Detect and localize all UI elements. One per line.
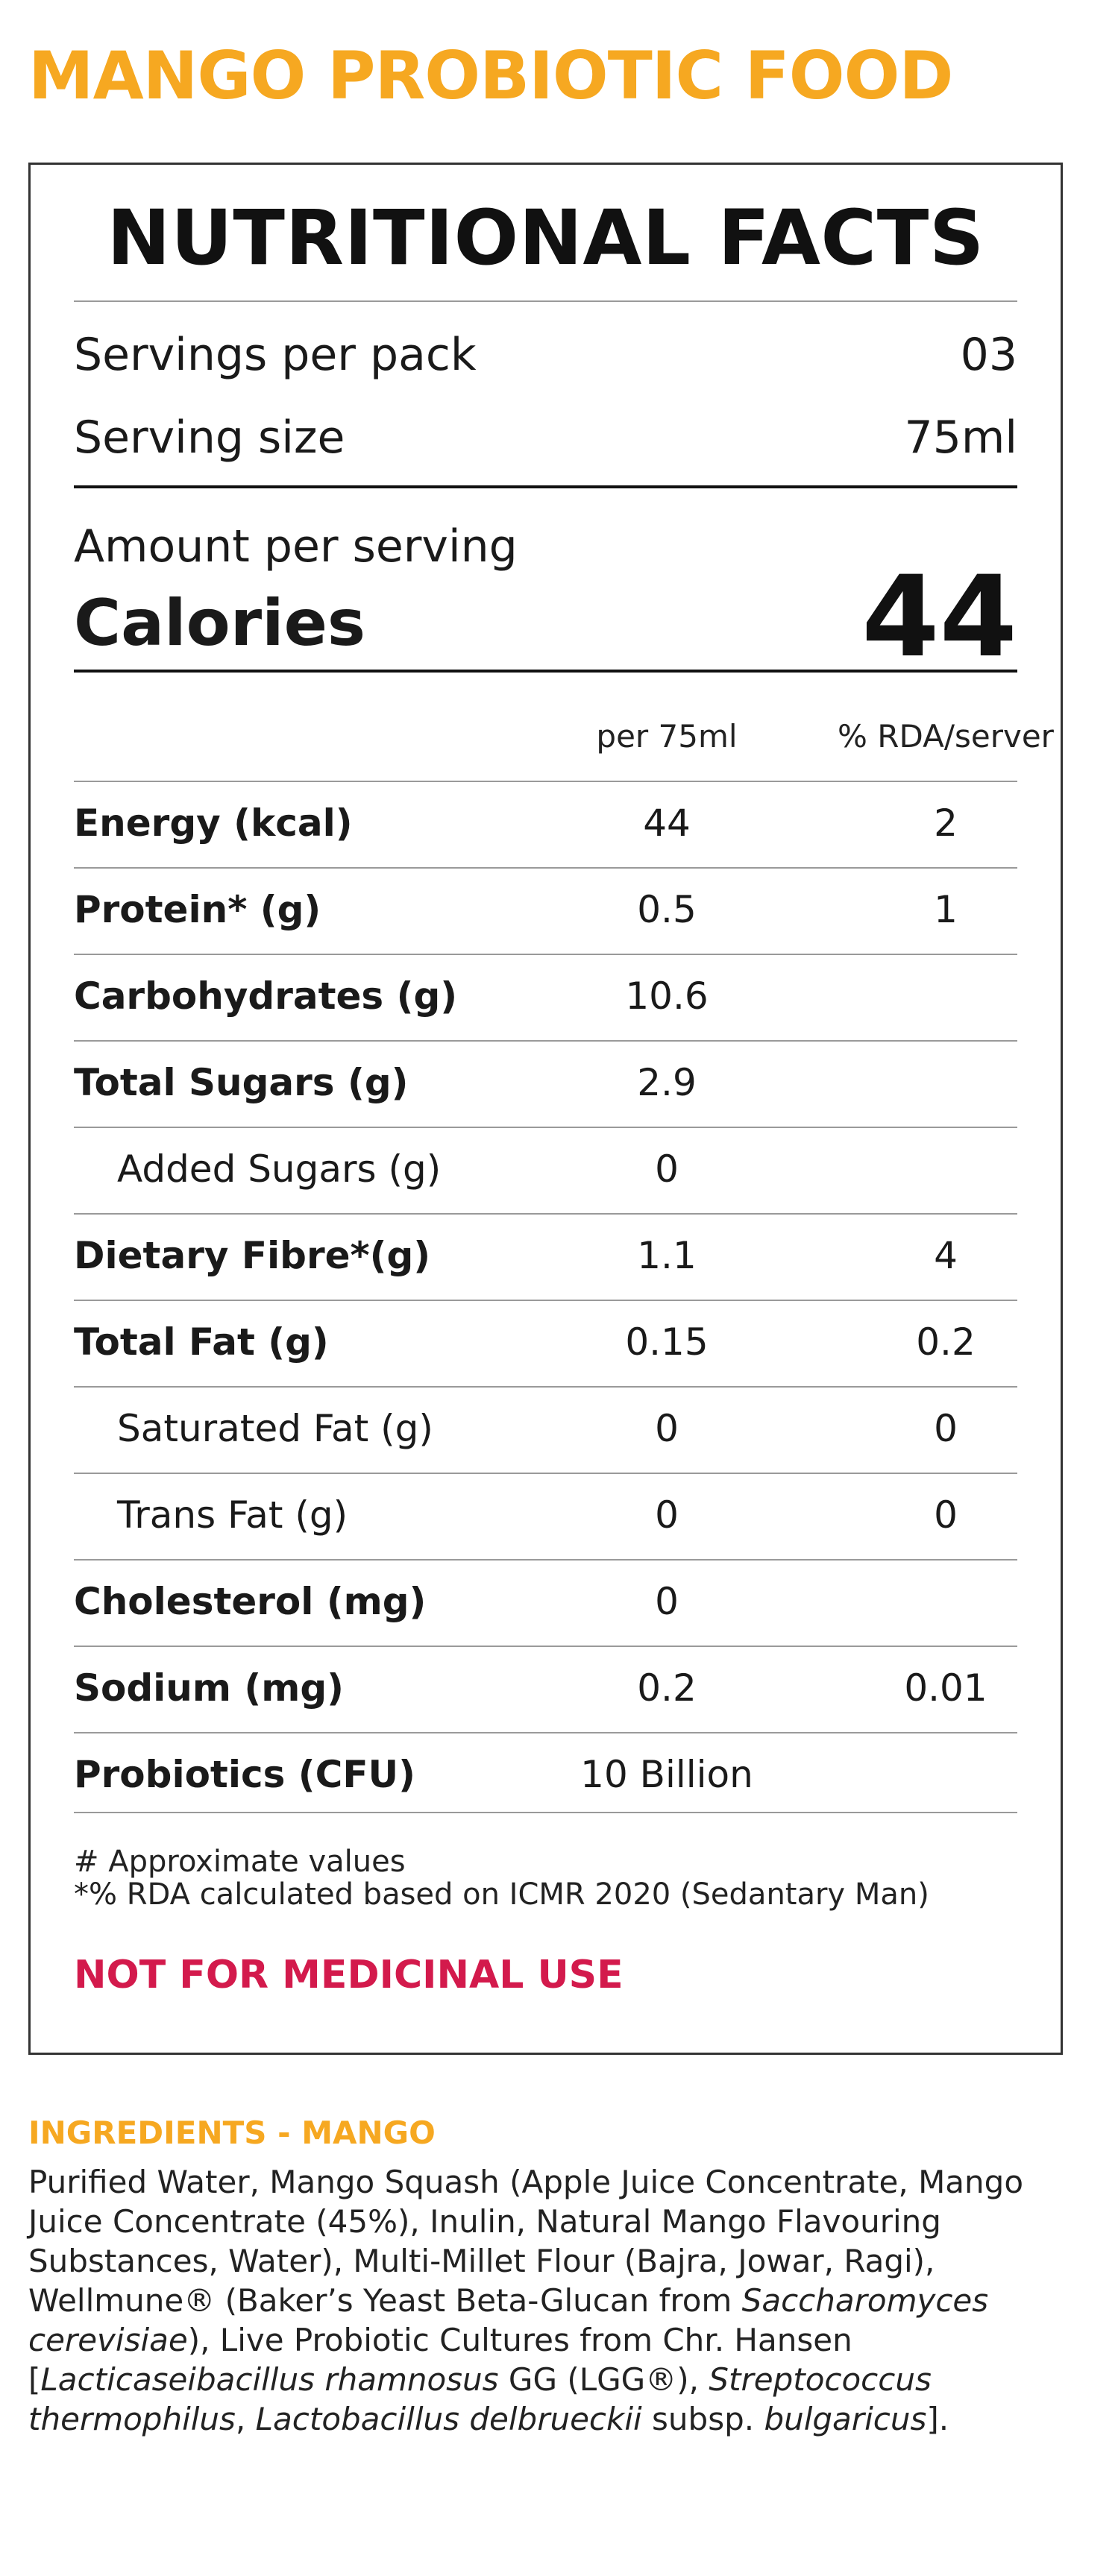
rda-footnote: *% RDA calculated based on ICMR 2020 (Se… xyxy=(74,1877,929,1912)
nutrition-facts-content: NUTRITIONAL FACTS Servings per pack 03 S… xyxy=(74,165,1054,2053)
column-header-rda: % RDA/server xyxy=(838,718,1054,755)
nutrient-rda-value: 1 xyxy=(934,888,958,931)
calories-label: Calories xyxy=(74,586,366,661)
nutrient-row: Energy (kcal) 44 2 xyxy=(74,781,1017,869)
ingredients-text-part: ]. xyxy=(926,2401,949,2437)
nutrient-row: Probiotics (CFU) 10 Billion xyxy=(74,1732,1017,1820)
serving-size-row: Serving size 75ml xyxy=(74,415,1017,460)
nutrient-row: Carbohydrates (g) 10.6 xyxy=(74,954,1017,1042)
nutrient-row: Total Sugars (g) 2.9 xyxy=(74,1040,1017,1128)
nutrient-row: Protein* (g) 0.5 1 xyxy=(74,867,1017,955)
serving-size-label: Serving size xyxy=(74,412,345,464)
ingredients-text-italic: Streptococcus thermophilus xyxy=(28,2361,932,2437)
nutrient-rda-value: 0.01 xyxy=(904,1666,987,1710)
nutrition-facts-panel: NUTRITIONAL FACTS Servings per pack 03 S… xyxy=(28,163,1063,2055)
nutrient-label: Added Sugars (g) xyxy=(117,1147,442,1191)
nutrient-label: Carbohydrates (g) xyxy=(74,974,458,1018)
amount-per-serving-label: Amount per serving xyxy=(74,520,518,573)
nutrient-label: Protein* (g) xyxy=(74,888,321,931)
divider-thick xyxy=(74,485,1017,488)
nutrient-label: Energy (kcal) xyxy=(74,802,353,845)
divider-thick xyxy=(74,670,1017,673)
nutrient-row: Cholesterol (mg) 0 xyxy=(74,1559,1017,1647)
not-for-medicinal-use-warning: NOT FOR MEDICINAL USE xyxy=(74,1953,624,1997)
nutrient-per-serving-value: 10 Billion xyxy=(580,1753,753,1796)
nutrient-row: Added Sugars (g) 0 xyxy=(74,1127,1017,1215)
nutrient-per-serving-value: 0 xyxy=(655,1147,679,1191)
nutrient-rda-value: 0 xyxy=(934,1493,958,1537)
ingredients-text: Purified Water, Mango Squash (Apple Juic… xyxy=(28,2162,1073,2439)
nutrient-per-serving-value: 44 xyxy=(643,802,691,845)
nutrient-row: Trans Fat (g) 0 0 xyxy=(74,1473,1017,1561)
nutrient-per-serving-value: 10.6 xyxy=(625,974,709,1018)
nutrient-label: Trans Fat (g) xyxy=(117,1493,348,1537)
nutrient-rda-value: 0 xyxy=(934,1407,958,1450)
ingredients-text-part: Purified Water, Mango Squash (Apple Juic… xyxy=(28,2164,1024,2319)
nutrient-rda-value: 0.2 xyxy=(916,1320,976,1364)
ingredients-text-italic: Lactobacillus delbrueckii xyxy=(255,2401,642,2437)
nutrient-label: Saturated Fat (g) xyxy=(117,1407,433,1450)
column-header-per-serving: per 75ml xyxy=(596,718,738,755)
nutrient-per-serving-value: 0.15 xyxy=(625,1320,709,1364)
ingredients-text-part: GG (LGG®), xyxy=(498,2361,709,2398)
nutrient-per-serving-value: 0 xyxy=(655,1580,679,1623)
ingredients-text-italic: bulgaricus xyxy=(764,2401,927,2437)
nutrient-per-serving-value: 0 xyxy=(655,1407,679,1450)
nutrient-per-serving-value: 0.2 xyxy=(637,1666,697,1710)
ingredients-text-part: ), Live Probiotic Cultures from Chr. Han… xyxy=(28,2322,852,2398)
product-title: MANGO PROBIOTIC FOOD xyxy=(28,37,953,114)
nutrient-per-serving-value: 2.9 xyxy=(637,1061,697,1104)
nutrient-per-serving-value: 1.1 xyxy=(637,1234,697,1277)
nutrient-label: Total Sugars (g) xyxy=(74,1061,409,1104)
ingredients-text-part: subsp. xyxy=(641,2401,764,2437)
nutrient-per-serving-value: 0.5 xyxy=(637,888,697,931)
ingredients-text-italic: Saccharomyces cerevisiae xyxy=(28,2282,989,2358)
ingredients-heading: INGREDIENTS - MANGO xyxy=(28,2114,436,2151)
nutrient-label: Sodium (mg) xyxy=(74,1666,344,1710)
nutrient-row: Saturated Fat (g) 0 0 xyxy=(74,1386,1017,1474)
servings-per-pack-value: 03 xyxy=(960,329,1017,381)
nutrient-row: Sodium (mg) 0.2 0.01 xyxy=(74,1646,1017,1733)
ingredients-text-part: , xyxy=(235,2401,256,2437)
nutrient-row: Dietary Fibre*(g) 1.1 4 xyxy=(74,1213,1017,1301)
serving-size-value: 75ml xyxy=(904,412,1017,464)
nutrient-per-serving-value: 0 xyxy=(655,1493,679,1537)
nutrient-row: Total Fat (g) 0.15 0.2 xyxy=(74,1300,1017,1388)
nutrient-label: Probiotics (CFU) xyxy=(74,1753,415,1796)
ingredients-text-italic: Lacticaseibacillus rhamnosus xyxy=(40,2361,499,2398)
divider xyxy=(74,1812,1017,1813)
nutrient-label: Dietary Fibre*(g) xyxy=(74,1234,431,1277)
nutrient-label: Cholesterol (mg) xyxy=(74,1580,427,1623)
nutrient-rda-value: 2 xyxy=(934,802,958,845)
nutrient-label: Total Fat (g) xyxy=(74,1320,329,1364)
servings-per-pack-row: Servings per pack 03 xyxy=(74,333,1017,377)
divider xyxy=(74,300,1017,302)
servings-per-pack-label: Servings per pack xyxy=(74,329,477,381)
nutrient-rda-value: 4 xyxy=(934,1234,958,1277)
approximate-values-note: # Approximate values xyxy=(74,1845,406,1879)
panel-heading: NUTRITIONAL FACTS xyxy=(107,194,984,283)
calories-value: 44 xyxy=(861,552,1017,682)
